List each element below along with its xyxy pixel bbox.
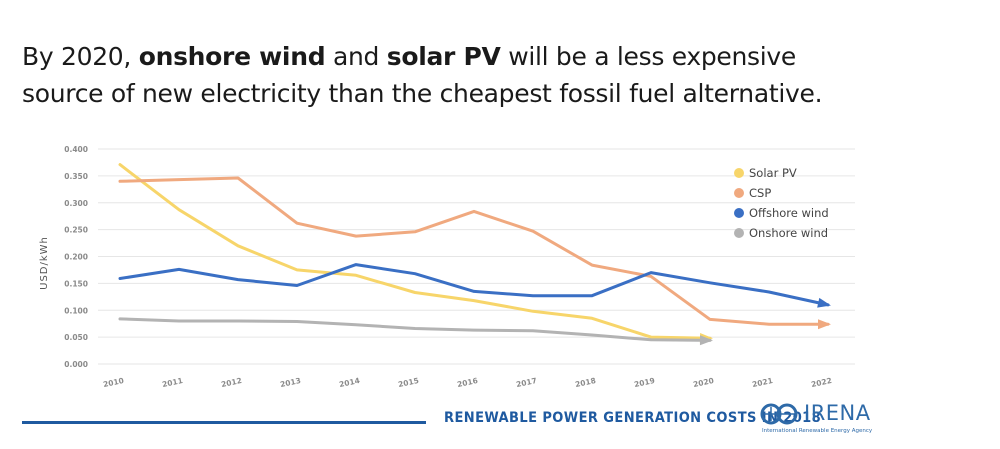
headline-text: and <box>325 42 387 71</box>
x-tick-label: 2012 <box>220 376 242 389</box>
y-tick-label: 0.250 <box>64 226 88 235</box>
x-tick-label: 2010 <box>102 376 124 389</box>
headline: By 2020, onshore wind and solar PV will … <box>22 38 982 112</box>
x-tick-label: 2021 <box>751 376 773 389</box>
y-tick-label: 0.150 <box>64 279 88 288</box>
headline-line-1: By 2020, onshore wind and solar PV will … <box>22 38 982 75</box>
legend-swatch-solar-pv <box>734 168 744 178</box>
footer-rule <box>22 421 426 424</box>
logo-wordmark: IRENA <box>804 401 871 425</box>
y-tick-label: 0.200 <box>64 253 88 262</box>
series-arrowhead-onshore-wind <box>699 335 713 346</box>
y-tick-label: 0.000 <box>64 360 88 369</box>
headline-text: will be a less expensive <box>500 42 796 71</box>
series-arrowhead-csp <box>818 319 831 330</box>
y-tick-label: 0.050 <box>64 333 88 342</box>
x-tick-label: 2019 <box>633 376 655 389</box>
headline-bold-onshore-wind: onshore wind <box>138 42 326 71</box>
legend-swatch-offshore-wind <box>734 208 744 218</box>
legend-swatch-csp <box>734 188 744 198</box>
legend-label-offshore-wind: Offshore wind <box>749 206 829 220</box>
y-tick-label: 0.350 <box>64 172 88 181</box>
y-tick-label: 0.400 <box>64 145 88 154</box>
irena-logo: IRENA International Renewable Energy Age… <box>760 400 940 440</box>
headline-bold-solar-pv: solar PV <box>386 42 501 71</box>
series-line-offshore-wind <box>118 263 830 307</box>
x-tick-label: 2020 <box>692 376 714 389</box>
x-tick-label: 2017 <box>515 376 537 389</box>
legend-label-csp: CSP <box>749 186 771 200</box>
series-line-onshore-wind <box>118 317 712 342</box>
x-tick-label: 2014 <box>338 376 360 389</box>
irena-logo-icon <box>760 403 798 425</box>
x-tick-label: 2022 <box>810 376 832 389</box>
x-tick-label: 2015 <box>397 376 419 389</box>
y-tick-label: 0.100 <box>64 306 88 315</box>
headline-text: By 2020, <box>22 42 139 71</box>
x-tick-label: 2011 <box>161 376 183 389</box>
x-tick-label: 2018 <box>574 376 596 389</box>
legend-label-solar-pv: Solar PV <box>749 166 797 180</box>
series-line-csp <box>118 176 830 326</box>
legend-swatch-onshore-wind <box>734 228 744 238</box>
series-line-solar-pv <box>118 163 712 340</box>
series-arrowhead-offshore-wind <box>817 297 831 308</box>
y-axis-label: USD/kWh <box>39 236 50 290</box>
logo-subtitle: International Renewable Energy Agency <box>762 428 873 434</box>
x-tick-label: 2013 <box>279 376 301 389</box>
legend-label-onshore-wind: Onshore wind <box>749 226 828 240</box>
footer-title: RENEWABLE POWER GENERATION COSTS IN 2018 <box>444 410 822 426</box>
y-tick-label: 0.300 <box>64 199 88 208</box>
x-tick-label: 2016 <box>456 376 478 389</box>
headline-line-2: source of new electricity than the cheap… <box>22 79 823 108</box>
